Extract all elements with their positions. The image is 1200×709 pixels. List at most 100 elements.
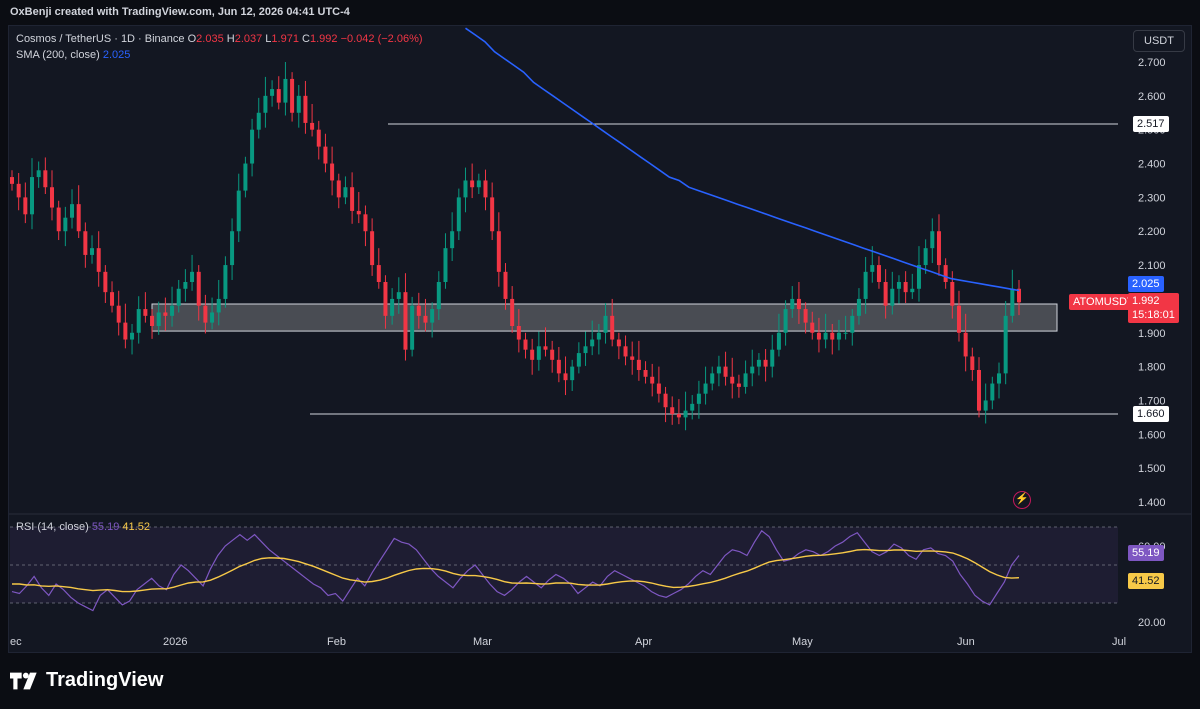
candle [250,129,255,164]
candle [43,170,48,188]
candle [816,332,821,340]
candle [703,383,708,394]
time-axis-tick: Apr [635,636,652,648]
candle [983,400,988,411]
sma-value: 2.025 [102,49,131,61]
candle [963,332,968,357]
low-label: L [265,33,272,45]
candle [310,122,315,130]
candle [96,248,101,272]
candle [976,370,981,411]
candle [176,288,181,306]
candle [196,271,201,306]
tradingview-logo-icon [10,672,37,689]
candle [503,271,508,299]
candle [530,349,535,360]
candle [890,288,895,306]
candle [636,359,641,370]
price-axis-tick: 2.600 [1138,91,1166,103]
price-axis-tick: 2.300 [1138,192,1166,204]
candle [410,305,415,350]
candle [670,407,675,414]
candle [210,312,215,323]
candle [903,282,908,293]
candle [776,332,781,350]
candle [123,322,128,340]
symbol-legend[interactable]: Cosmos / TetherUS · 1D · Binance O2.035 … [16,33,423,45]
candle [756,359,761,367]
open-value: 2.035 [196,33,224,45]
sma-label: SMA (200, close) [16,49,100,61]
price-axis-tick: 2.700 [1138,57,1166,69]
sma-legend[interactable]: SMA (200, close) 2.025 [16,49,130,61]
candle [216,298,221,313]
candle [436,282,441,310]
candle [916,265,921,289]
resistance-price-tag: 2.517 [1133,116,1169,132]
candle [376,265,381,282]
candle [576,353,581,367]
time-axis-tick: 2026 [163,636,187,648]
candle [76,204,81,232]
candle [343,187,348,198]
candle [283,78,288,103]
candle [163,312,168,316]
candle [243,163,248,191]
close-value: 1.992 [309,33,338,45]
rsi-line [11,529,1020,612]
candle [330,163,335,181]
candle [383,282,388,316]
candle [90,248,95,255]
candle [956,305,961,333]
candle [896,282,901,289]
rsi-value: 55.19 [91,521,120,533]
candle [56,207,61,232]
candle [256,112,261,130]
candle [616,339,621,347]
candle [483,180,488,198]
candle [1010,288,1015,316]
currency-button[interactable]: USDT [1133,30,1185,52]
high-label: H [226,33,235,45]
candle [723,366,728,377]
candle [336,180,341,198]
candle [930,231,935,249]
time-axis-tick: Jul [1112,636,1126,648]
candle [823,332,828,340]
candle [876,265,881,282]
time-axis-tick: ec [10,636,22,648]
candle [36,170,41,178]
candle [696,393,701,404]
rsi-legend[interactable]: RSI (14, close) 55.19 41.52 [16,521,150,533]
tradingview-logo: TradingView [10,669,163,692]
price-axis-tick: 1.700 [1138,395,1166,407]
candle [70,204,75,218]
price-axis-tick: 2.200 [1138,226,1166,238]
sma-price-tag: 2.025 [1128,276,1164,292]
candle [856,298,861,316]
candle [770,349,775,367]
candle [710,373,715,384]
candle [363,214,368,232]
candle [783,309,788,333]
candle [910,288,915,293]
candle [463,180,468,198]
lightning-icon[interactable]: ⚡ [1013,491,1031,509]
candle [750,366,755,374]
candle [190,271,195,282]
candle [496,231,501,272]
candle [476,180,481,188]
time-axis-tick: Mar [473,636,492,648]
candle [583,346,588,354]
candle [83,231,88,255]
candle [536,346,541,360]
candle [736,383,741,387]
rsi-axis-tick: 20.00 [1138,617,1166,629]
symbol-name: Cosmos / TetherUS · 1D · Binance [16,33,185,45]
candle [516,326,521,340]
candle [663,393,668,408]
candle [643,370,648,377]
open-label: O [187,33,197,45]
